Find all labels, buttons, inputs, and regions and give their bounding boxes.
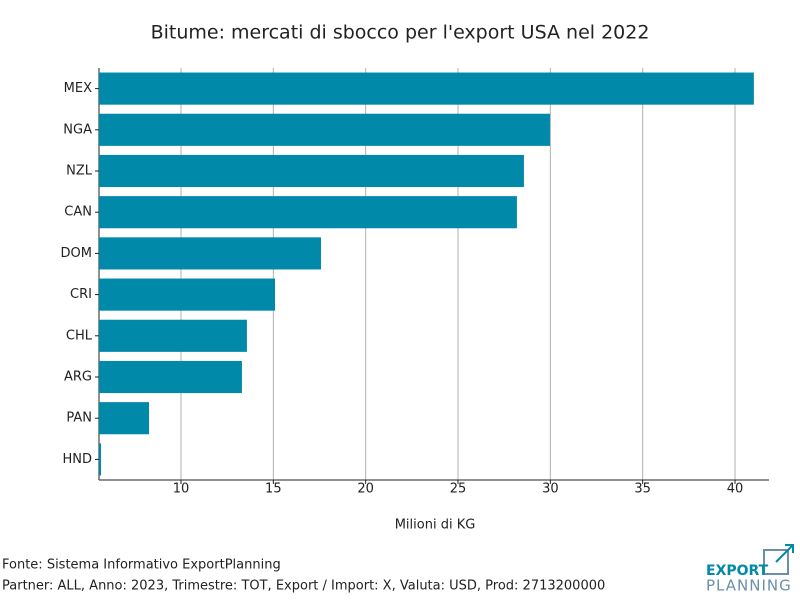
bar: [99, 443, 102, 476]
bar: [99, 319, 247, 352]
chart-title: Bitume: mercati di sbocco per l'export U…: [151, 22, 650, 44]
logo-top: EXPORT: [706, 563, 769, 579]
x-tick-label: 10: [173, 482, 190, 497]
y-tick-label: HND: [62, 452, 92, 467]
bar: [99, 237, 321, 270]
bar: [99, 402, 150, 435]
y-tick-label: CAN: [64, 205, 92, 220]
y-tick-label: ARG: [64, 370, 92, 385]
y-tick-label: NZL: [66, 164, 93, 179]
logo-arrow: [775, 544, 794, 563]
x-axis-label: Milioni di KG: [395, 518, 476, 533]
y-tick-label: DOM: [61, 246, 92, 261]
x-tick-label: 15: [265, 482, 282, 497]
bar: [99, 113, 550, 146]
footer-details: Partner: ALL, Anno: 2023, Trimestre: TOT…: [2, 579, 605, 594]
logo-box: [763, 549, 789, 575]
x-tick-label: 25: [450, 482, 467, 497]
y-tick-label: CHL: [66, 328, 93, 343]
y-tick-label: PAN: [66, 411, 92, 426]
x-tick-label: 30: [542, 482, 559, 497]
bar: [99, 360, 242, 394]
logo: EXPORT PLANNING: [706, 544, 794, 595]
y-tick-label: CRI: [70, 287, 92, 302]
x-tick-label: 20: [357, 482, 374, 497]
footer-source: Fonte: Sistema Informativo ExportPlannin…: [2, 558, 281, 573]
logo-bottom: PLANNING: [706, 577, 792, 595]
bar: [99, 278, 275, 311]
bar: [99, 154, 524, 188]
y-tick-label: MEX: [64, 81, 92, 96]
y-tick-label: NGA: [63, 122, 92, 137]
x-tick-label: 40: [727, 482, 744, 497]
bar: [99, 72, 754, 105]
bar: [99, 196, 517, 229]
x-tick-label: 35: [634, 482, 651, 497]
